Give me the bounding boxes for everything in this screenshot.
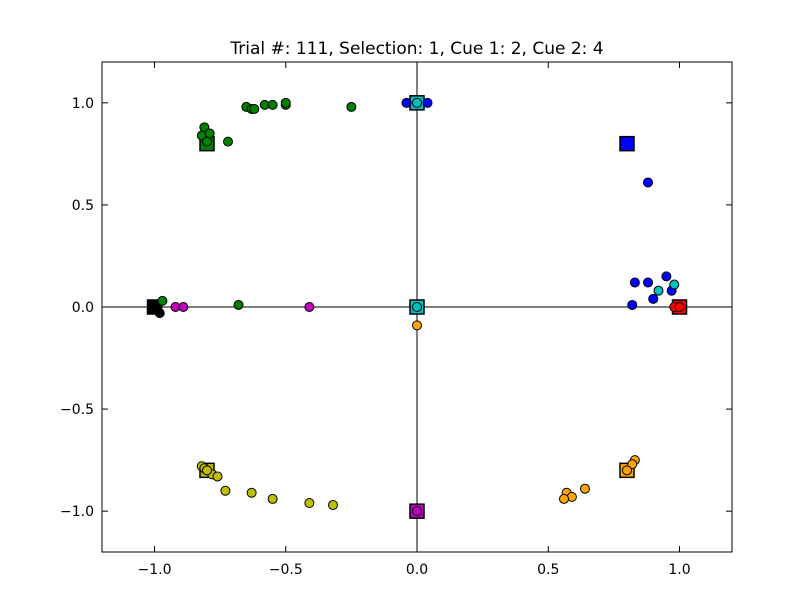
data-point [653,285,664,296]
data-point [280,97,291,108]
data-point [412,320,422,331]
data-point [669,279,680,290]
x-tick-label: 0.0 [406,562,428,578]
data-point [202,136,212,147]
data-point [643,277,653,288]
target-marker [619,135,635,152]
data-point [204,128,215,139]
data-point [661,271,672,282]
data-point [212,471,223,482]
y-tick-label: −0.5 [60,402,94,418]
chart-title: Trial #: 111, Selection: 1, Cue 1: 2, Cu… [229,39,603,59]
data-point [674,302,685,312]
data-point [304,498,315,508]
data-point [149,302,160,312]
data-point [328,500,338,511]
data-point [643,177,653,188]
data-point [157,295,168,306]
data-point [401,97,412,108]
x-tick-label: −0.5 [269,562,303,578]
data-point [220,485,231,496]
data-point [627,299,638,310]
data-point [559,493,569,504]
y-tick-label: 0.5 [72,198,94,214]
data-point [304,302,315,312]
y-tick-label: −1.0 [60,504,94,520]
data-point [223,136,233,147]
data-point [412,302,422,312]
x-tick-label: −1.0 [138,562,172,578]
x-tick-label: 1.0 [668,562,690,578]
data-point [622,465,632,476]
data-point [580,483,590,494]
data-point [246,487,257,498]
data-point [249,103,260,114]
y-tick-label: 1.0 [72,96,94,112]
y-tick-label: 0.0 [72,300,94,316]
data-points [149,97,685,517]
axis-ticks [102,62,732,552]
data-point [233,299,244,310]
data-point [202,465,212,476]
data-point [267,99,278,110]
tick-labels: −1.0 −0.5 0.0 0.5 1.0 −1.0 −0.5 0.0 0.5 1.0 [60,96,691,578]
data-point [412,506,422,517]
data-point [178,302,189,312]
data-point [346,101,357,112]
data-point [412,97,422,108]
data-point [422,97,433,108]
data-point [648,293,659,304]
x-tick-label: 0.5 [537,562,559,578]
data-point [267,493,278,504]
data-point [629,277,640,288]
